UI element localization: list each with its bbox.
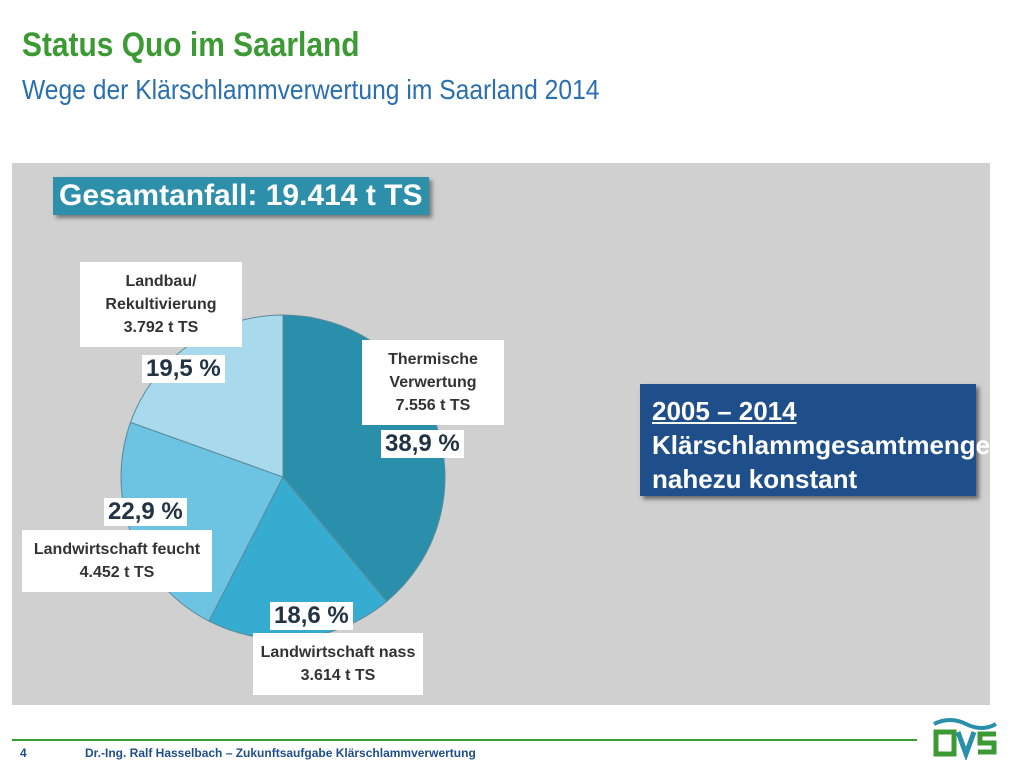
slice-label: Landbau/ Rekultivierung 3.792 t TS xyxy=(80,262,242,347)
note-line: 2005 – 2014 xyxy=(652,396,797,426)
amount-label: 4.452 t TS xyxy=(79,564,155,581)
footer-line xyxy=(12,739,917,741)
note-box: 2005 – 2014 Klärschlammgesamtmenge nahez… xyxy=(640,384,991,496)
slice-label: Landwirtschaft feucht 4.452 t TS xyxy=(22,530,212,592)
page-number: 4 xyxy=(20,746,27,760)
category-name: Landwirtschaft nass xyxy=(260,644,416,661)
slice-label: Thermische Verwertung 7.556 t TS xyxy=(362,340,504,425)
slice-label: Landwirtschaft nass 3.614 t TS xyxy=(253,633,423,695)
amount-label: 3.792 t TS xyxy=(123,319,199,336)
logo xyxy=(933,718,997,760)
value-label: 18,6 % xyxy=(270,602,353,630)
footer-text: Dr.-Ing. Ralf Hasselbach – Zukunftsaufga… xyxy=(85,746,476,760)
amount-label: 3.614 t TS xyxy=(300,667,376,684)
value-label: 38,9 % xyxy=(381,430,464,458)
category-name: Thermische Verwertung xyxy=(388,351,478,391)
value-label: 22,9 % xyxy=(104,498,187,526)
value-label: 19,5 % xyxy=(142,355,225,383)
title: Status Quo im Saarland xyxy=(22,26,360,64)
subtitle: Wege der Klärschlammverwertung im Saarla… xyxy=(22,74,600,105)
note-line: Klärschlammgesamtmenge xyxy=(652,430,991,460)
amount-label: 7.556 t TS xyxy=(395,397,471,414)
category-name: Landbau/ Rekultivierung xyxy=(105,273,217,313)
category-name: Landwirtschaft feucht xyxy=(33,541,201,558)
total-label: Gesamtanfall: 19.414 t TS xyxy=(53,177,429,215)
note-line: nahezu konstant xyxy=(652,464,858,494)
